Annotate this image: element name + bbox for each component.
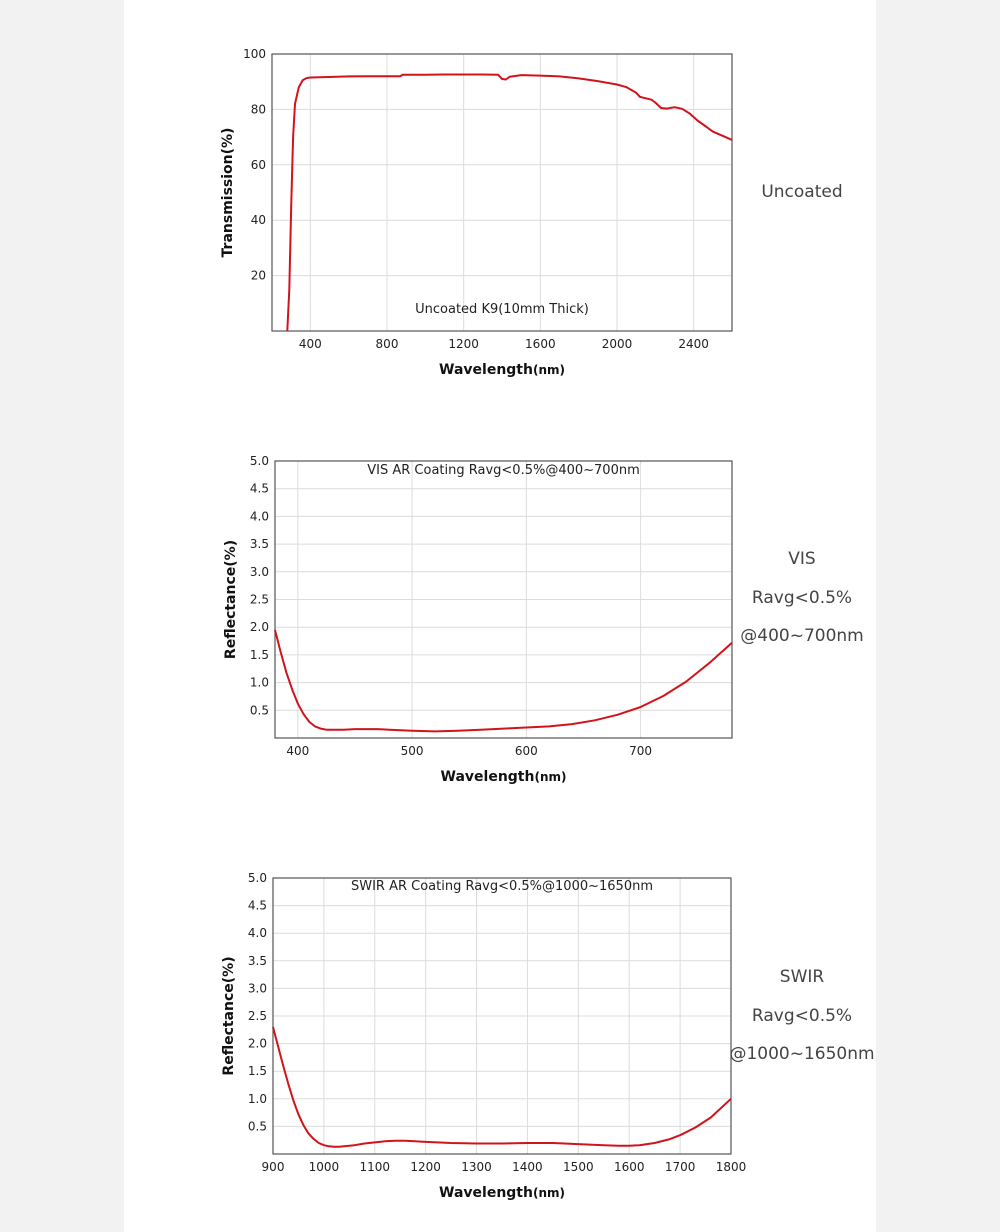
y-axis-label: Reflectance(%) [221, 956, 237, 1075]
x-tick-label: 900 [262, 1160, 285, 1174]
y-axis-label: Transmission(%) [220, 128, 236, 258]
y-tick-label: 2.5 [250, 593, 269, 607]
y-tick-label: 2.0 [250, 620, 269, 634]
x-axis-label: Wavelength(nm) [441, 769, 567, 785]
side-description-label: Uncoated [761, 182, 842, 202]
x-tick-label: 1000 [309, 1160, 340, 1174]
right-margin-panel [876, 0, 1000, 1232]
y-tick-label: 5.0 [250, 454, 269, 468]
side-description-label: Ravg<0.5% [752, 588, 852, 608]
y-tick-label: 5.0 [248, 871, 267, 885]
chart-3: 900 1000 1100 1200 1300 1400 1500 1600 1700 1800 0… [221, 871, 875, 1201]
x-tick-label: 1600 [614, 1160, 645, 1174]
x-tick-label: 800 [376, 337, 399, 351]
series-line [272, 1026, 732, 1148]
y-tick-label: 4.5 [248, 899, 267, 913]
x-tick-label: 600 [515, 744, 538, 758]
inner-chart-label: SWIR AR Coating Ravg<0.5%@1000~1650nm [351, 879, 653, 894]
plot-frame [274, 460, 733, 739]
x-tick-label: 1200 [410, 1160, 441, 1174]
side-description-label: @1000~1650nm [729, 1044, 874, 1064]
y-tick-label: 1.5 [250, 648, 269, 662]
x-tick-label: 1200 [448, 337, 479, 351]
x-tick-label: 400 [286, 744, 309, 758]
x-tick-label: 1800 [716, 1160, 747, 1174]
chart-1: 400 800 1200 1600 2000 2400 20 40 60 80 100 Uncoate… [220, 47, 843, 378]
y-tick-label: 4.5 [250, 482, 269, 496]
y-tick-label: 3.5 [250, 537, 269, 551]
y-tick-label: 80 [251, 102, 266, 116]
y-tick-label: 1.5 [248, 1064, 267, 1078]
plot-frame [272, 877, 732, 1155]
x-tick-label: 1100 [360, 1160, 391, 1174]
y-tick-label: 3.0 [250, 565, 269, 579]
x-tick-label: 2000 [602, 337, 633, 351]
y-tick-label: 0.5 [250, 703, 269, 717]
side-description-label: VIS [788, 549, 815, 569]
y-tick-label: 2.5 [248, 1009, 267, 1023]
side-description-label: SWIR [780, 967, 825, 987]
y-tick-label: 1.0 [250, 676, 269, 690]
x-tick-label: 2400 [678, 337, 709, 351]
y-tick-label: 60 [251, 158, 266, 172]
x-tick-label: 1600 [525, 337, 556, 351]
x-tick-label: 500 [401, 744, 424, 758]
y-tick-label: 4.0 [250, 509, 269, 523]
x-tick-label: 1400 [512, 1160, 543, 1174]
y-tick-label: 1.0 [248, 1092, 267, 1106]
inner-chart-label: Uncoated K9(10mm Thick) [415, 302, 589, 317]
x-tick-label: 400 [299, 337, 322, 351]
plot-frame [271, 53, 733, 332]
y-axis-label: Reflectance(%) [223, 540, 239, 659]
series-line [286, 73, 733, 332]
x-axis-label: Wavelength(nm) [439, 1185, 565, 1201]
y-tick-label: 0.5 [248, 1119, 267, 1133]
side-description-label: Ravg<0.5% [752, 1006, 852, 1026]
chart-2: 400 500 600 700 0.5 1.0 1.5 2.0 2.5 3.0 3.5 4.0 4.5 5… [223, 454, 864, 785]
series-line [274, 629, 733, 733]
x-tick-label: 1700 [665, 1160, 696, 1174]
x-axis-label: Wavelength(nm) [439, 362, 565, 378]
left-margin-panel [0, 0, 124, 1232]
y-tick-label: 3.5 [248, 954, 267, 968]
x-tick-label: 1300 [461, 1160, 492, 1174]
y-tick-label: 2.0 [248, 1037, 267, 1051]
y-tick-label: 4.0 [248, 926, 267, 940]
y-tick-label: 100 [243, 47, 266, 61]
y-tick-label: 40 [251, 213, 266, 227]
x-tick-label: 1500 [563, 1160, 594, 1174]
y-tick-label: 3.0 [248, 981, 267, 995]
inner-chart-label: VIS AR Coating Ravg<0.5%@400~700nm [367, 463, 640, 478]
x-tick-label: 700 [629, 744, 652, 758]
side-description-label: @400~700nm [740, 626, 863, 646]
y-tick-label: 20 [251, 269, 266, 283]
